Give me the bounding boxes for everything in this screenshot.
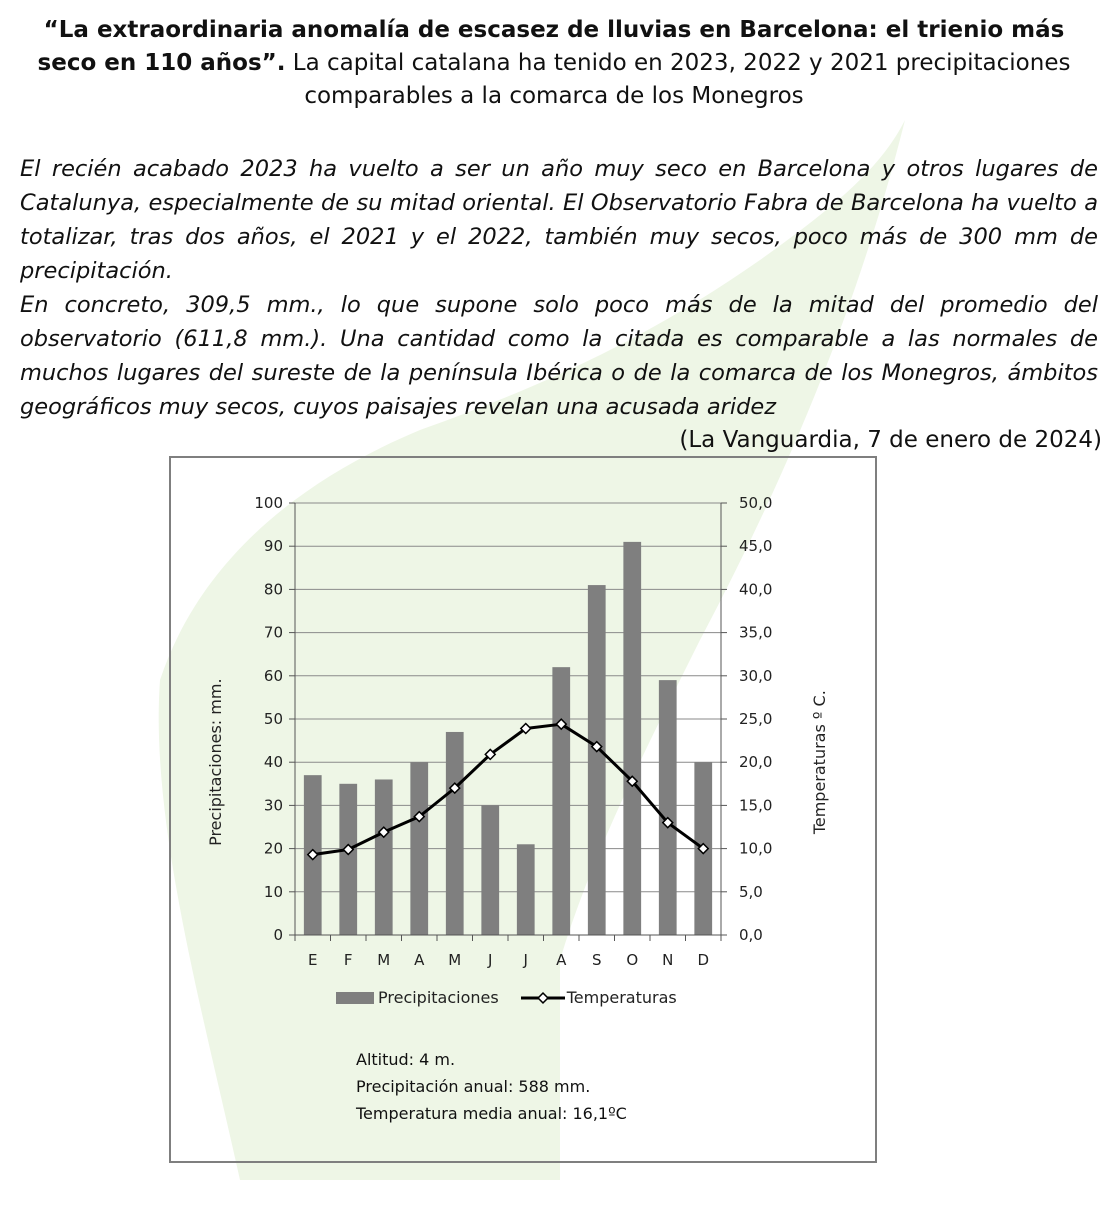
y2-tick-label: 5,0 — [739, 883, 763, 901]
x-tick-label: J — [487, 951, 492, 969]
temperature-line — [312, 722, 705, 857]
annotation-mean-temperature: Temperatura media anual: 16,1ºC — [356, 1104, 627, 1123]
y2-axis-title: Temperaturas º C. — [810, 690, 829, 835]
y-tick-label: 30 — [264, 796, 283, 814]
bar-precipitation — [445, 731, 464, 935]
climate-chart: 0 10 20 30 40 50 60 70 80 90 100 0,0 5,0 10,0 15,0 20,0… — [169, 456, 877, 1163]
y-axis-title: Precipitaciones: mm. — [206, 678, 225, 845]
article-body: El recién acabado 2023 ha vuelto a ser u… — [20, 152, 1098, 424]
bar-precipitation — [623, 541, 642, 935]
y2-tick-label: 30,0 — [739, 667, 772, 685]
bar-precipitation — [587, 585, 606, 935]
y2-tick-label: 20,0 — [739, 753, 772, 771]
chart-legend: Precipitaciones Temperaturas — [336, 988, 699, 1007]
legend-label-temperature: Temperaturas — [566, 988, 677, 1007]
bar-precipitation — [410, 762, 429, 935]
temperature-point — [306, 848, 319, 861]
y-tick-label: 20 — [264, 840, 283, 858]
temperature-point — [519, 722, 532, 735]
temperature-point — [661, 816, 674, 829]
x-tick-label: M — [448, 951, 461, 969]
bar-precipitation — [374, 779, 393, 935]
y2-tick-label: 15,0 — [739, 796, 772, 814]
y2-tick-label: 35,0 — [739, 624, 772, 642]
annotation-annual-precipitation: Precipitación anual: 588 mm. — [356, 1077, 591, 1096]
x-tick-label: F — [344, 951, 353, 969]
temperature-point — [626, 775, 639, 788]
headline-bold: “La extraordinaria anomalía de escasez d… — [37, 17, 1065, 76]
y-tick-label: 70 — [264, 624, 283, 642]
y-tick-label: 80 — [264, 580, 283, 598]
y-tick-label: 10 — [264, 883, 283, 901]
y-tick-label: 90 — [264, 537, 283, 555]
annotation-altitude: Altitud: 4 m. — [356, 1050, 456, 1069]
x-tick-label: D — [697, 951, 709, 969]
y2-tick-label: 10,0 — [739, 840, 772, 858]
y-tick-label: 50 — [264, 710, 283, 728]
legend-bar-swatch — [336, 991, 374, 1004]
temperature-point — [697, 842, 710, 855]
x-tick-label: A — [556, 951, 567, 969]
temperature-point — [413, 810, 426, 823]
temperature-point — [342, 843, 355, 856]
y2-tick-label: 25,0 — [739, 710, 772, 728]
paragraph-2: En concreto, 309,5 mm., lo que supone so… — [20, 292, 1098, 420]
y-tick-label: 100 — [254, 494, 283, 512]
bar-precipitation — [552, 667, 571, 935]
station-info: Altitud: 4 m. Precipitación anual: 588 m… — [356, 1046, 627, 1127]
x-tick-label: O — [626, 951, 638, 969]
bar-precipitation — [658, 680, 677, 935]
y-tick-label: 40 — [264, 753, 283, 771]
y-tick-label: 60 — [264, 667, 283, 685]
headline: “La extraordinaria anomalía de escasez d… — [30, 14, 1078, 113]
x-tick-label: A — [414, 951, 425, 969]
temperature-point — [448, 782, 461, 795]
chart-svg: 0 10 20 30 40 50 60 70 80 90 100 0,0 5,0 10,0 15,0 20,0… — [206, 494, 829, 969]
bar-precipitation — [481, 805, 500, 935]
y2-tick-label: 0,0 — [739, 926, 763, 944]
legend-item-temperature: Temperaturas — [520, 988, 677, 1007]
x-tick-label: J — [523, 951, 528, 969]
temperature-point — [555, 718, 568, 731]
temperature-point — [377, 826, 390, 839]
legend-label-precipitation: Precipitaciones — [378, 988, 499, 1007]
temperature-point — [484, 748, 497, 761]
x-tick-label: E — [308, 951, 317, 969]
legend-line-swatch — [520, 991, 565, 1004]
x-tick-label: M — [377, 951, 390, 969]
y-tick-label: 0 — [273, 926, 283, 944]
temperature-point — [590, 740, 603, 753]
x-tick-label: S — [592, 951, 602, 969]
bar-precipitation — [516, 844, 535, 935]
source-citation: (La Vanguardia, 7 de enero de 2024) — [679, 427, 1102, 453]
bar-precipitation — [339, 783, 358, 935]
legend-item-precipitation: Precipitaciones — [336, 988, 499, 1007]
y2-tick-label: 40,0 — [739, 580, 772, 598]
y2-tick-label: 50,0 — [739, 494, 772, 512]
x-tick-label: N — [662, 951, 673, 969]
paragraph-1: El recién acabado 2023 ha vuelto a ser u… — [20, 156, 1098, 284]
y2-tick-label: 45,0 — [739, 537, 772, 555]
headline-normal: La capital catalana ha tenido en 2023, 2… — [285, 50, 1071, 109]
